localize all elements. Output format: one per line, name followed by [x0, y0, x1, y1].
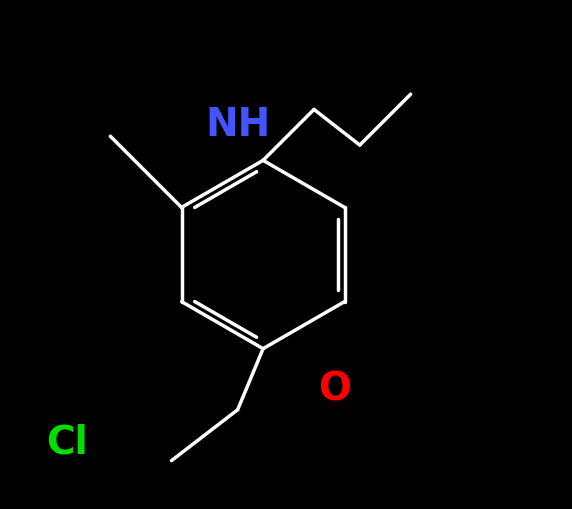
Text: O: O — [318, 371, 351, 408]
Text: NH: NH — [205, 106, 270, 144]
Text: Cl: Cl — [46, 424, 88, 462]
